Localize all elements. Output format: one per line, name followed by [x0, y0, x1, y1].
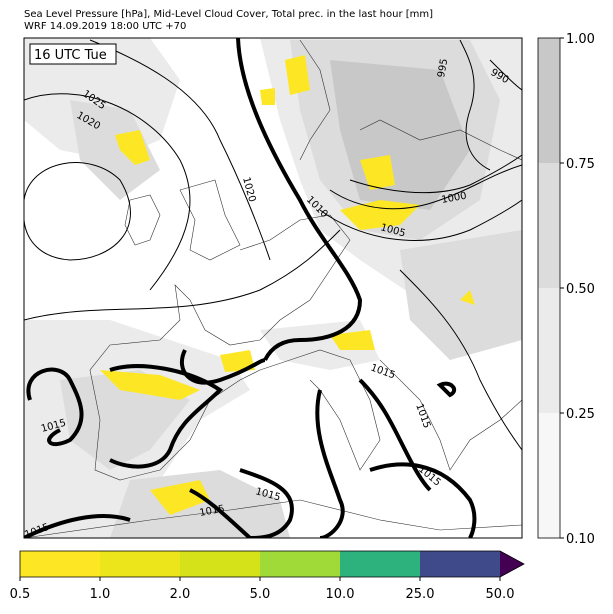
isobar-1015 [24, 38, 477, 538]
title-line: WRF 14.09.2019 18:00 UTC +70 [24, 21, 186, 32]
colorbar-tick-label: 0.10 [566, 532, 595, 547]
precip-colorbar: 0.5 1.0 2.0 5.0 10.0 25.0 50.0 [10, 550, 525, 602]
colorbar-tick-label: 50.0 [486, 587, 515, 602]
time-label: 16 UTC Tue [34, 48, 107, 63]
title-line: Sea Level Pressure [hPa], Mid-Level Clou… [24, 9, 433, 20]
colorbar-tick-label: 0.75 [566, 157, 595, 172]
map-frame [23, 37, 523, 539]
colorbar-tick-label: 1.0 [90, 587, 111, 602]
isobar-label: 1015 [199, 504, 226, 519]
colorbar-tick-label: 10.0 [326, 587, 355, 602]
isobar-label: 995 [436, 58, 450, 79]
time-label-box [29, 43, 117, 65]
colorbar-tick-label: 25.0 [406, 587, 435, 602]
isobars [24, 39, 522, 451]
colorbar-tick-label: 0.50 [566, 282, 595, 297]
colorbar-tick-label: 5.0 [250, 587, 271, 602]
colorbar-tick-label: 2.0 [170, 587, 191, 602]
coastlines [24, 39, 522, 538]
colorbar-tick-label: 0.25 [566, 407, 595, 422]
colorbar-tick-label: 1.00 [566, 32, 595, 47]
cloud-colorbar: 1.00 0.75 0.50 0.25 0.10 [537, 32, 595, 547]
isobar-label: 1000 [441, 191, 468, 206]
precipitation [100, 55, 475, 515]
colorbar-tick-label: 0.5 [10, 587, 31, 602]
map: 16 UTC Tue 1025 1020 1020 1010 1005 1000… [23, 37, 523, 541]
